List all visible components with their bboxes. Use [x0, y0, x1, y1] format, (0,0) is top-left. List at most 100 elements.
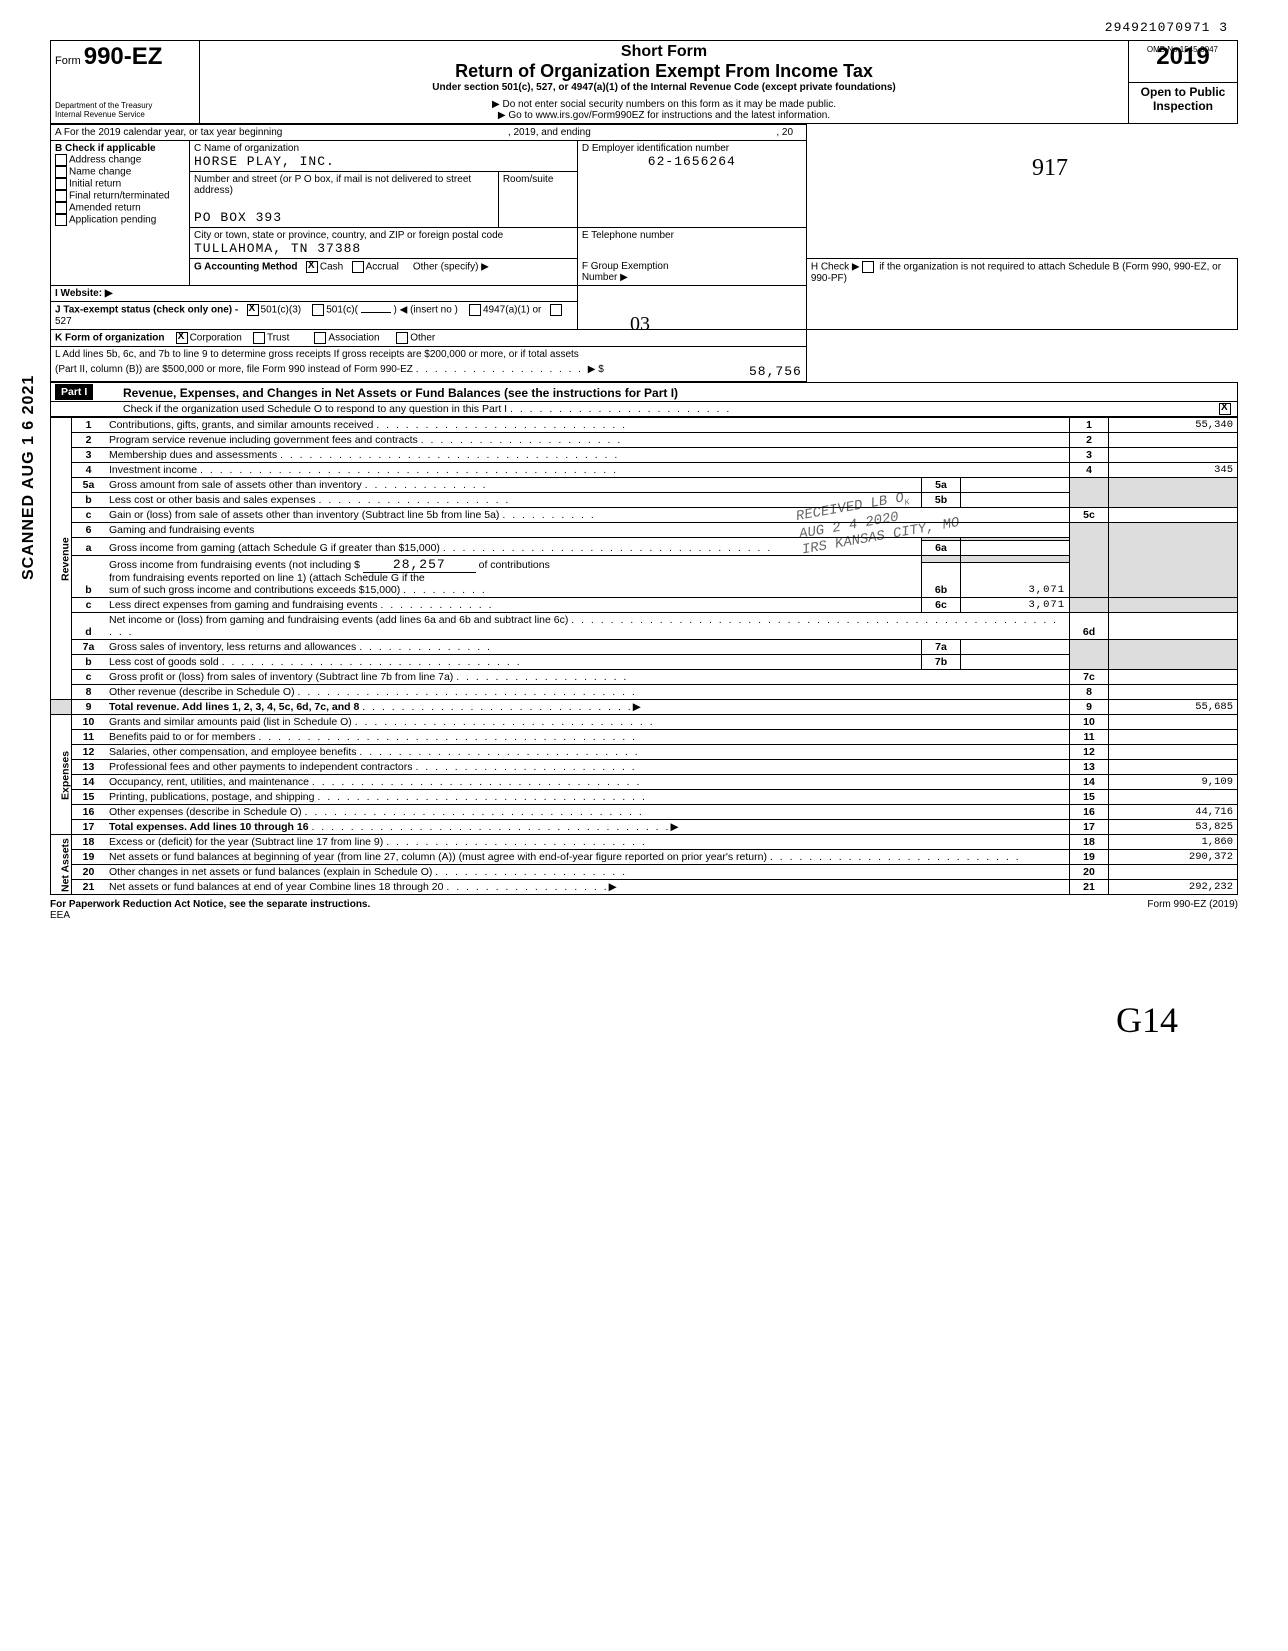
addr-change-checkbox[interactable]	[55, 154, 67, 166]
line-2-label: 2	[1070, 433, 1109, 448]
line-18-desc: Excess or (deficit) for the year (Subtra…	[109, 836, 383, 848]
line-17-num: 17	[72, 820, 106, 835]
line-6b-post: of contributions	[479, 559, 550, 571]
form-header: Form 990-EZ Department of the Treasury I…	[50, 40, 1238, 124]
line-5a-num: 5a	[72, 478, 106, 493]
line-1-label: 1	[1070, 418, 1109, 433]
l-text: L Add lines 5b, 6c, and 7b to line 9 to …	[55, 349, 579, 360]
room-label: Room/suite	[503, 174, 573, 185]
line-6a-num: a	[72, 538, 106, 556]
line-6b-num: b	[72, 556, 106, 598]
row-a-mid: , 2019, and ending	[508, 127, 591, 138]
line-15-desc: Printing, publications, postage, and shi…	[109, 791, 314, 803]
final-return-checkbox[interactable]	[55, 190, 67, 202]
j-label: J Tax-exempt status (check only one) -	[55, 305, 238, 316]
line-11-amt	[1109, 730, 1238, 745]
omb-number: OMB No 1545-0047	[1147, 45, 1218, 54]
schedule-o-checkbox[interactable]	[1219, 403, 1231, 415]
handwritten-03: 03	[630, 313, 650, 336]
line-7a-desc: Gross sales of inventory, less returns a…	[109, 641, 356, 653]
short-form-title: Short Form	[204, 43, 1124, 61]
footer-left: For Paperwork Reduction Act Notice, see …	[50, 899, 370, 910]
cash-label: Cash	[320, 262, 343, 273]
handwritten-top: 917	[1032, 155, 1068, 182]
line-7c-amt	[1109, 670, 1238, 685]
line-14-label: 14	[1070, 775, 1109, 790]
line-8-num: 8	[72, 685, 106, 700]
form-number: 990-EZ	[84, 43, 163, 70]
line-3-num: 3	[72, 448, 106, 463]
d-label: D Employer identification number	[582, 143, 802, 154]
line-1-amt: 55,340	[1109, 418, 1238, 433]
accrual-label: Accrual	[366, 262, 399, 273]
dln-number: 294921070971 3	[1105, 20, 1228, 35]
line-6-num: 6	[72, 523, 106, 538]
line-6b-line2: from fundraising events reported on line…	[109, 572, 425, 584]
part1-title: Revenue, Expenses, and Changes in Net As…	[119, 383, 1238, 402]
line-15-num: 15	[72, 790, 106, 805]
l-dots: . . . . . . . . . . . . . . . . . .	[416, 364, 588, 375]
line-7b-desc: Less cost of goods sold	[109, 656, 219, 668]
trust-checkbox[interactable]	[253, 332, 265, 344]
line-7a-sublabel: 7a	[922, 640, 961, 655]
initial-return-checkbox[interactable]	[55, 178, 67, 190]
line-8-amt	[1109, 685, 1238, 700]
l-text2: (Part II, column (B)) are $500,000 or mo…	[55, 364, 413, 375]
line-6a-sublabel: 6a	[922, 541, 961, 556]
line-7b-sub	[961, 655, 1070, 670]
cash-checkbox[interactable]	[306, 261, 318, 273]
line-16-num: 16	[72, 805, 106, 820]
line-13-label: 13	[1070, 760, 1109, 775]
line-19-num: 19	[72, 850, 106, 865]
line-9-desc: Total revenue. Add lines 1, 2, 3, 4, 5c,…	[109, 701, 359, 713]
line-6d-desc: Net income or (loss) from gaming and fun…	[109, 614, 568, 626]
other-org-checkbox[interactable]	[396, 332, 408, 344]
4947-checkbox[interactable]	[469, 304, 481, 316]
line-10-desc: Grants and similar amounts paid (list in…	[109, 716, 352, 728]
city-label: City or town, state or province, country…	[194, 230, 573, 241]
footer-eea: EEA	[50, 910, 70, 921]
line-15-label: 15	[1070, 790, 1109, 805]
line-7c-num: c	[72, 670, 106, 685]
line-20-desc: Other changes in net assets or fund bala…	[109, 866, 432, 878]
line-16-label: 16	[1070, 805, 1109, 820]
527-label: 527	[55, 316, 72, 327]
line-4-num: 4	[72, 463, 106, 478]
501c3-checkbox[interactable]	[247, 304, 259, 316]
i-label: I Website: ▶	[55, 288, 113, 299]
line-12-desc: Salaries, other compensation, and employ…	[109, 746, 356, 758]
h-checkbox[interactable]	[862, 261, 874, 273]
line-6-desc: Gaming and fundraising events	[105, 523, 1070, 538]
expenses-section-label: Expenses	[51, 715, 72, 835]
corp-checkbox[interactable]	[176, 332, 188, 344]
part1-label: Part I	[55, 384, 93, 400]
line-21-desc: Net assets or fund balances at end of ye…	[109, 881, 443, 893]
city-value: TULLAHOMA, TN 37388	[194, 241, 573, 256]
k-label: K Form of organization	[55, 333, 164, 344]
e-label: E Telephone number	[582, 230, 802, 241]
501c-checkbox[interactable]	[312, 304, 324, 316]
app-pending-checkbox[interactable]	[55, 214, 67, 226]
footer-right: Form 990-EZ (2019)	[1147, 899, 1238, 921]
other-method-label: Other (specify) ▶	[413, 262, 489, 273]
line-6b-sub: 3,071	[961, 563, 1070, 598]
line-14-num: 14	[72, 775, 106, 790]
accrual-checkbox[interactable]	[352, 261, 364, 273]
501c-label: 501(c)(	[326, 305, 358, 316]
line-6c-sublabel: 6c	[922, 598, 961, 613]
assoc-checkbox[interactable]	[314, 332, 326, 344]
name-change-checkbox[interactable]	[55, 166, 67, 178]
line-4-label: 4	[1070, 463, 1109, 478]
line-6d-label: 6d	[1070, 613, 1109, 640]
scanned-stamp: SCANNED AUG 1 6 2021	[20, 375, 38, 580]
line-2-num: 2	[72, 433, 106, 448]
amended-checkbox[interactable]	[55, 202, 67, 214]
line-19-desc: Net assets or fund balances at beginning…	[109, 851, 767, 863]
line-11-num: 11	[72, 730, 106, 745]
line-6b-pre: Gross income from fundraising events (no…	[109, 559, 360, 571]
b-label: B Check if applicable	[55, 143, 185, 154]
line-17-desc: Total expenses. Add lines 10 through 16	[109, 821, 309, 833]
line-21-label: 21	[1070, 880, 1109, 895]
line-7b-sublabel: 7b	[922, 655, 961, 670]
527-checkbox[interactable]	[550, 304, 562, 316]
